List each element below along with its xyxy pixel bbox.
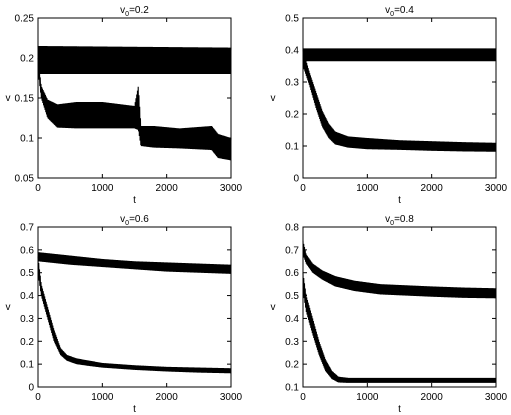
series-2-line: [302, 272, 497, 383]
x-tick-label: 3000: [485, 392, 508, 403]
x-tick-label: 2000: [156, 392, 179, 403]
y-tick-label: 0.7: [20, 223, 34, 234]
y-tick-label: 0.7: [285, 245, 299, 256]
y-axis-label: v: [271, 302, 276, 313]
y-tick-label: 0.2: [20, 337, 34, 348]
panel-2: 0 1000 2000 3000 0 0.1 0.2 0.3 0.4 0.5 t v v0=0.4: [271, 5, 508, 206]
y-tick-label: 0.5: [20, 268, 34, 279]
x-tick-label: 0: [300, 183, 306, 194]
y-tick-label: 0.6: [285, 268, 299, 279]
x-tick-label: 2000: [421, 392, 444, 403]
y-tick-label: 0.4: [20, 291, 34, 302]
y-tick-label: 0.8: [285, 223, 299, 234]
y-axis-label: v: [6, 302, 11, 313]
series-2-line: [37, 57, 232, 161]
y-tick-label: 0.2: [285, 110, 299, 121]
x-tick-label: 3000: [220, 392, 243, 403]
x-tick-label: 1000: [356, 183, 379, 194]
plot-frame: [37, 17, 232, 179]
panel-4: 0 1000 2000 3000 0.1 0.2 0.3 0.4 0.5 0.6 0.7 0.8 t v v…: [271, 214, 508, 415]
x-axis-label: t: [398, 404, 401, 415]
y-tick-label: 0.2: [20, 54, 34, 65]
y-tick-label: 0.5: [285, 291, 299, 302]
y-tick-label: 0.1: [20, 360, 34, 371]
y-tick-label: 0: [28, 383, 34, 394]
panel-title: v0=0.4: [385, 5, 414, 18]
plot-frame: [302, 17, 497, 179]
x-tick-label: 1000: [356, 392, 379, 403]
x-tick-label: 1000: [91, 183, 114, 194]
plot-frame: [302, 226, 497, 388]
y-tick-label: 0.4: [285, 46, 299, 57]
plot-frame: [37, 226, 232, 388]
series-1-line: [37, 45, 232, 75]
y-tick-label: 0.1: [285, 383, 299, 394]
y-tick-label: 0.3: [285, 78, 299, 89]
series-1-line: [302, 48, 497, 62]
y-tick-label: 0.3: [20, 314, 34, 325]
x-axis-label: t: [133, 195, 136, 206]
x-tick-label: 1000: [91, 392, 114, 403]
y-tick-label: 0.15: [15, 94, 35, 105]
x-tick-label: 0: [35, 183, 41, 194]
y-axis-label: v: [271, 93, 276, 104]
panel-1: 0 1000 2000 3000 0.05 0.1 0.15 0.2 0.25 t v v0=0.2: [6, 5, 243, 206]
y-tick-label: 0.3: [285, 337, 299, 348]
panel-title: v0=0.6: [120, 214, 149, 227]
y-tick-label: 0.25: [15, 14, 35, 25]
y-tick-label: 0.2: [285, 360, 299, 371]
series-1-line: [37, 252, 232, 274]
panel-title: v0=0.2: [120, 5, 149, 18]
panel-3: 0 1000 2000 3000 0 0.1 0.2 0.3 0.4 0.5 0.6 0.7 t v v0=…: [6, 214, 243, 415]
y-tick-label: 0.1: [20, 134, 34, 145]
x-tick-label: 3000: [485, 183, 508, 194]
y-tick-label: 0.4: [285, 314, 299, 325]
x-axis-label: t: [398, 195, 401, 206]
y-tick-label: 0: [293, 174, 299, 185]
series-2-line: [302, 49, 497, 152]
y-axis-label: v: [6, 93, 11, 104]
panel-title: v0=0.8: [385, 214, 414, 227]
y-tick-label: 0.1: [285, 142, 299, 153]
series-1-line: [302, 240, 497, 299]
x-tick-label: 0: [35, 392, 41, 403]
x-tick-label: 2000: [421, 183, 444, 194]
x-tick-label: 2000: [156, 183, 179, 194]
x-tick-label: 0: [300, 392, 306, 403]
x-tick-label: 3000: [220, 183, 243, 194]
y-tick-label: 0.6: [20, 245, 34, 256]
y-tick-label: 0.05: [15, 174, 35, 185]
y-tick-label: 0.5: [285, 14, 299, 25]
series-2-line: [37, 256, 232, 374]
x-axis-label: t: [133, 404, 136, 415]
